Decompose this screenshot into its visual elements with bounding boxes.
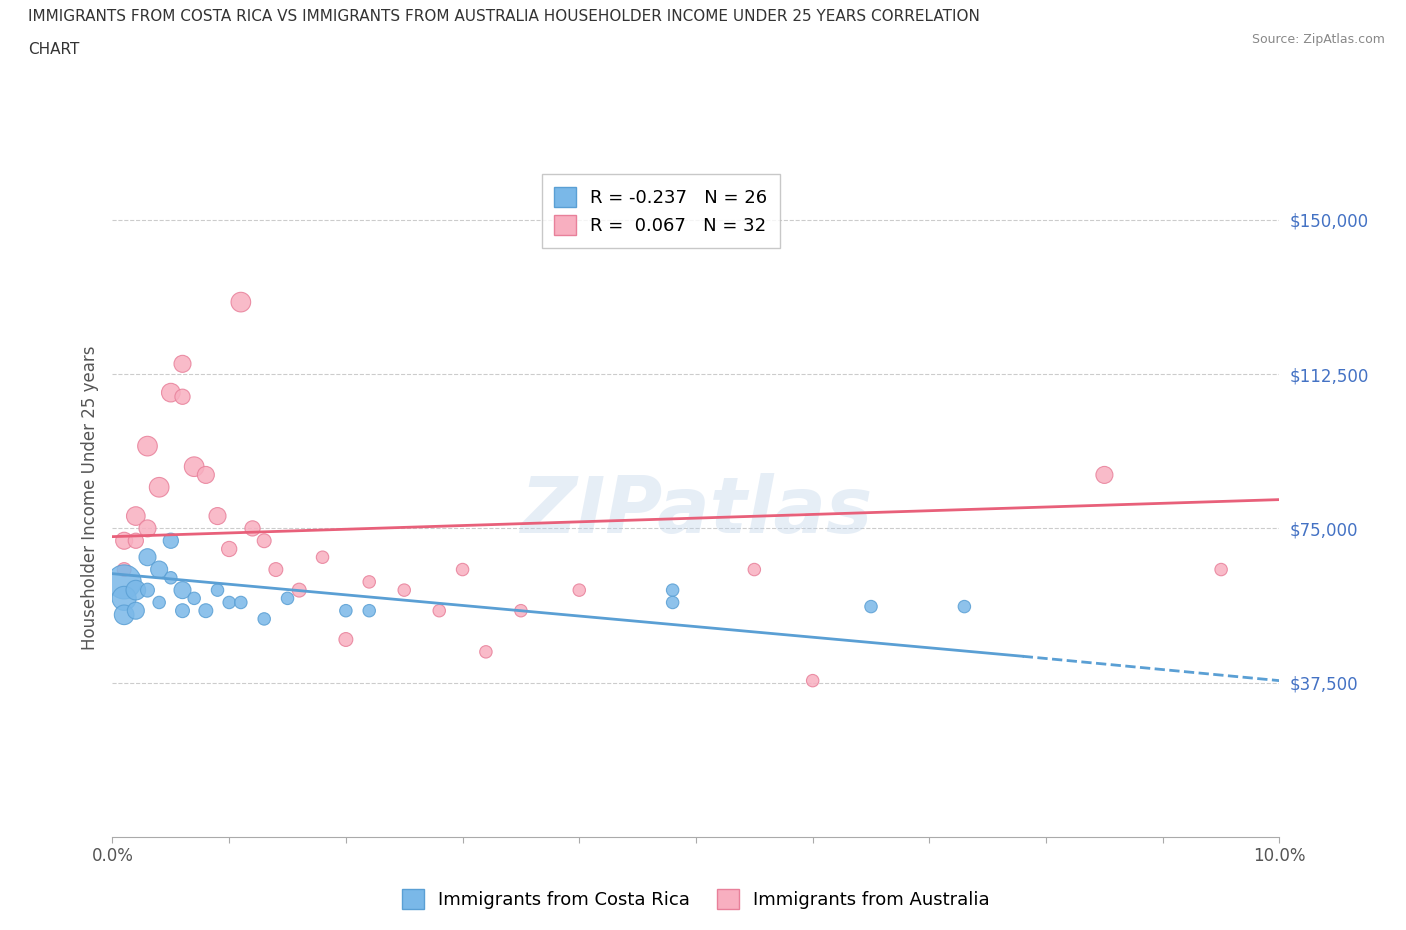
Point xyxy=(148,480,170,495)
Point xyxy=(148,562,170,577)
Point xyxy=(112,575,135,590)
Point xyxy=(160,385,183,400)
Point xyxy=(335,604,357,618)
Point xyxy=(801,673,824,688)
Point xyxy=(359,575,381,590)
Point xyxy=(136,550,159,565)
Point xyxy=(859,599,883,614)
Point xyxy=(218,595,240,610)
Point xyxy=(661,595,683,610)
Point xyxy=(218,541,240,556)
Point xyxy=(172,583,194,598)
Point xyxy=(148,595,170,610)
Point xyxy=(1209,562,1232,577)
Point xyxy=(661,583,683,598)
Point xyxy=(112,562,135,577)
Point xyxy=(311,550,333,565)
Point xyxy=(125,583,148,598)
Point xyxy=(229,595,252,610)
Text: Source: ZipAtlas.com: Source: ZipAtlas.com xyxy=(1251,33,1385,46)
Point xyxy=(160,570,183,585)
Point xyxy=(229,295,252,310)
Point xyxy=(172,604,194,618)
Point xyxy=(194,468,217,483)
Legend: Immigrants from Costa Rica, Immigrants from Australia: Immigrants from Costa Rica, Immigrants f… xyxy=(402,888,990,910)
Point xyxy=(207,583,229,598)
Point xyxy=(276,591,298,605)
Point xyxy=(125,509,148,524)
Point xyxy=(125,604,148,618)
Point xyxy=(288,583,311,598)
Text: ZIPatlas: ZIPatlas xyxy=(520,473,872,549)
Point xyxy=(953,599,976,614)
Point xyxy=(475,644,498,659)
Point xyxy=(1092,468,1115,483)
Point xyxy=(335,632,357,647)
Y-axis label: Householder Income Under 25 years: Householder Income Under 25 years xyxy=(80,345,98,650)
Point xyxy=(136,439,159,454)
Point xyxy=(264,562,287,577)
Point xyxy=(125,533,148,548)
Point xyxy=(172,356,194,371)
Point xyxy=(112,591,135,605)
Point xyxy=(359,604,381,618)
Point xyxy=(112,607,135,622)
Point xyxy=(509,604,531,618)
Point xyxy=(742,562,765,577)
Point xyxy=(183,459,205,474)
Point xyxy=(136,521,159,536)
Point xyxy=(194,604,217,618)
Point xyxy=(253,612,276,627)
Point xyxy=(172,390,194,405)
Point xyxy=(253,533,276,548)
Point xyxy=(568,583,591,598)
Text: IMMIGRANTS FROM COSTA RICA VS IMMIGRANTS FROM AUSTRALIA HOUSEHOLDER INCOME UNDER: IMMIGRANTS FROM COSTA RICA VS IMMIGRANTS… xyxy=(28,9,980,24)
Point xyxy=(112,533,135,548)
Point xyxy=(160,533,183,548)
Point xyxy=(183,591,205,605)
Point xyxy=(451,562,474,577)
Point xyxy=(136,583,159,598)
Point xyxy=(207,509,229,524)
Point xyxy=(392,583,416,598)
Point xyxy=(242,521,264,536)
Text: CHART: CHART xyxy=(28,42,80,57)
Point xyxy=(427,604,450,618)
